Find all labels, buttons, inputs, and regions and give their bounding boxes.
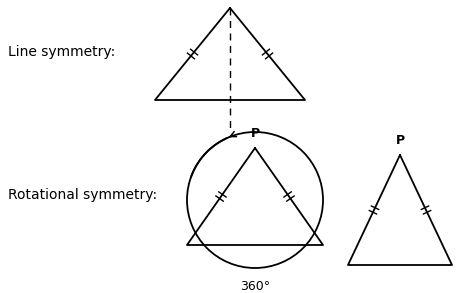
Text: Line symmetry:: Line symmetry:	[8, 45, 115, 59]
Text: P: P	[250, 127, 260, 140]
Text: P: P	[396, 134, 405, 147]
Text: 360°: 360°	[240, 280, 270, 293]
Text: Rotational symmetry:: Rotational symmetry:	[8, 188, 157, 202]
